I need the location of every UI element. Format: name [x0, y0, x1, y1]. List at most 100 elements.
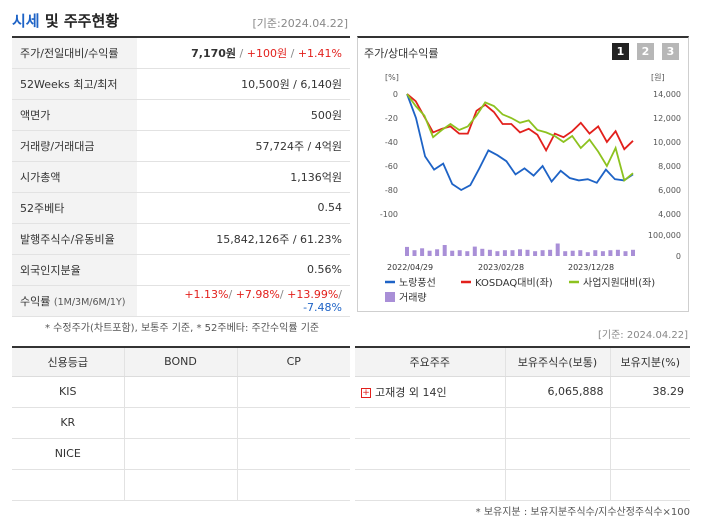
- volume-bar: [502, 250, 507, 256]
- row-value: 57,724주 / 4억원: [137, 130, 350, 163]
- row-label: 외국인지분율: [12, 254, 137, 286]
- table-row: NICE: [12, 438, 350, 470]
- volume-bar: [525, 249, 530, 256]
- volume-bar: [585, 252, 590, 256]
- row-label: 52주베타: [12, 192, 137, 224]
- volume-bar: [615, 249, 620, 256]
- row-value: 15,842,126주 / 61.23%: [137, 223, 350, 255]
- holder-shares: 6,065,888: [505, 376, 611, 408]
- volume-bar: [578, 250, 583, 256]
- table-row: 시가총액 1,136억원: [12, 161, 350, 193]
- bond-cell: [124, 376, 238, 408]
- shareholders-table: 주요주주 보유주식수(보통) 보유지분(%) + 고재경 외 14인 6,065,…: [355, 346, 690, 501]
- legend-label: 노랑풍선: [399, 277, 436, 289]
- volume-bar: [555, 243, 560, 256]
- volume-bar: [405, 246, 409, 256]
- right-tick-label: 6,000: [658, 186, 681, 195]
- credit-header-cp: CP: [237, 346, 350, 377]
- row-value: 500원: [137, 99, 350, 132]
- series-line-1: [406, 93, 634, 192]
- reference-date: [기준:2024.04.22]: [252, 17, 348, 30]
- volume-bar: [457, 250, 462, 256]
- volume-bar: [600, 251, 605, 256]
- holders-note: * 보유지분 : 보유지분주식수/지수산정주식수×100: [475, 507, 690, 518]
- legend-label: KOSDAQ대비(좌): [475, 277, 553, 289]
- row-label: 시가총액: [12, 161, 137, 193]
- volume-bar: [623, 251, 628, 256]
- row-label: 주가/전일대비/수익률: [12, 38, 137, 70]
- holder-name: [355, 407, 506, 439]
- expand-plus-icon[interactable]: +: [361, 387, 371, 398]
- holder-ratio: [610, 469, 690, 501]
- table-row: 수익률 (1M/3M/6M/1Y) +1.13%/ +7.98%/ +13.99…: [12, 285, 350, 317]
- chart-title: 주가/상대수익률: [364, 47, 439, 60]
- volume-bar: [510, 250, 515, 256]
- holders-header-ratio: 보유지분(%): [610, 346, 690, 377]
- volume-bar: [533, 251, 538, 256]
- right-tick-label: 14,000: [653, 90, 681, 99]
- holder-ratio: [610, 407, 690, 439]
- cp-cell: [237, 376, 350, 408]
- volume-bar: [608, 250, 613, 256]
- series-line-3: [406, 93, 634, 182]
- left-tick-label: -40: [385, 138, 398, 147]
- table-row: 거래량/거래대금 57,724주 / 4억원: [12, 130, 350, 163]
- row-value: 0.56%: [137, 254, 350, 286]
- chart-panel: [357, 36, 689, 312]
- volume-bar: [465, 251, 470, 256]
- volume-bar: [563, 251, 568, 256]
- rating-agency: NICE: [12, 438, 125, 470]
- volume-bar: [435, 249, 440, 256]
- row-label: 52Weeks 최고/최저: [12, 68, 137, 101]
- left-tick-label: 0: [393, 90, 398, 99]
- volume-bar: [540, 250, 545, 256]
- x-tick-label: 2023/02/28: [478, 263, 524, 272]
- credit-rating-table: 신용등급 BOND CP KIS KR NICE: [12, 346, 350, 501]
- bond-cell: [124, 407, 238, 439]
- volume-bar: [495, 251, 500, 256]
- table-row: + 고재경 외 14인 6,065,888 38.29: [355, 376, 690, 408]
- table-row: 발행주식수/유동비율 15,842,126주 / 61.23%: [12, 223, 350, 255]
- table-row: KIS: [12, 376, 350, 408]
- chart-page-1-button[interactable]: 1: [612, 43, 629, 60]
- holders-header-name: 주요주주: [355, 346, 506, 377]
- bond-cell: [124, 438, 238, 470]
- volume-bar: [412, 250, 417, 256]
- holder-ratio: 38.29: [610, 376, 690, 408]
- holder-name[interactable]: + 고재경 외 14인: [355, 376, 506, 408]
- table-row: 주가/전일대비/수익률 7,170원 / +100원 / +1.41%: [12, 38, 350, 70]
- left-tick-label: -100: [380, 210, 398, 219]
- rating-agency: [12, 469, 125, 501]
- holder-shares: [505, 438, 611, 470]
- table-row: 52Weeks 최고/최저 10,500원 / 6,140원: [12, 68, 350, 101]
- stock-chart: [%] [원] 0 -20 -40 -60 -80 -100 14,000 12,000 10,00…: [380, 73, 681, 304]
- holder-shares: [505, 407, 611, 439]
- chart-reference-date: [기준: 2024.04.22]: [597, 330, 688, 341]
- rating-agency: KR: [12, 407, 125, 439]
- volume-bar: [427, 250, 432, 256]
- volume-bar: [480, 248, 485, 256]
- row-label: 거래량/거래대금: [12, 130, 137, 163]
- holder-ratio: [610, 438, 690, 470]
- holder-shares: [505, 469, 611, 501]
- left-tick-label: -60: [385, 162, 398, 171]
- table-row: [355, 469, 690, 501]
- row-label: 발행주식수/유동비율: [12, 223, 137, 255]
- volume-bar: [593, 250, 598, 256]
- rating-agency: KIS: [12, 376, 125, 408]
- bond-cell: [124, 469, 238, 501]
- volume-bar: [420, 248, 425, 256]
- volume-bar: [442, 245, 447, 256]
- section-title: 시세 및 주주현황: [12, 12, 120, 30]
- left-tick-label: -80: [385, 186, 398, 195]
- row-value: +1.13%/ +7.98%/ +13.99%/ -7.48%: [137, 285, 350, 317]
- credit-header-rating: 신용등급: [12, 346, 125, 377]
- right-tick-label: 4,000: [658, 210, 681, 219]
- right-tick-label: 10,000: [653, 138, 681, 147]
- row-value: 10,500원 / 6,140원: [137, 68, 350, 101]
- chart-page-2-button[interactable]: 2: [637, 43, 654, 60]
- cp-cell: [237, 438, 350, 470]
- volume-bar: [548, 249, 553, 256]
- row-value: 7,170원 / +100원 / +1.41%: [137, 38, 350, 70]
- chart-page-3-button[interactable]: 3: [662, 43, 679, 60]
